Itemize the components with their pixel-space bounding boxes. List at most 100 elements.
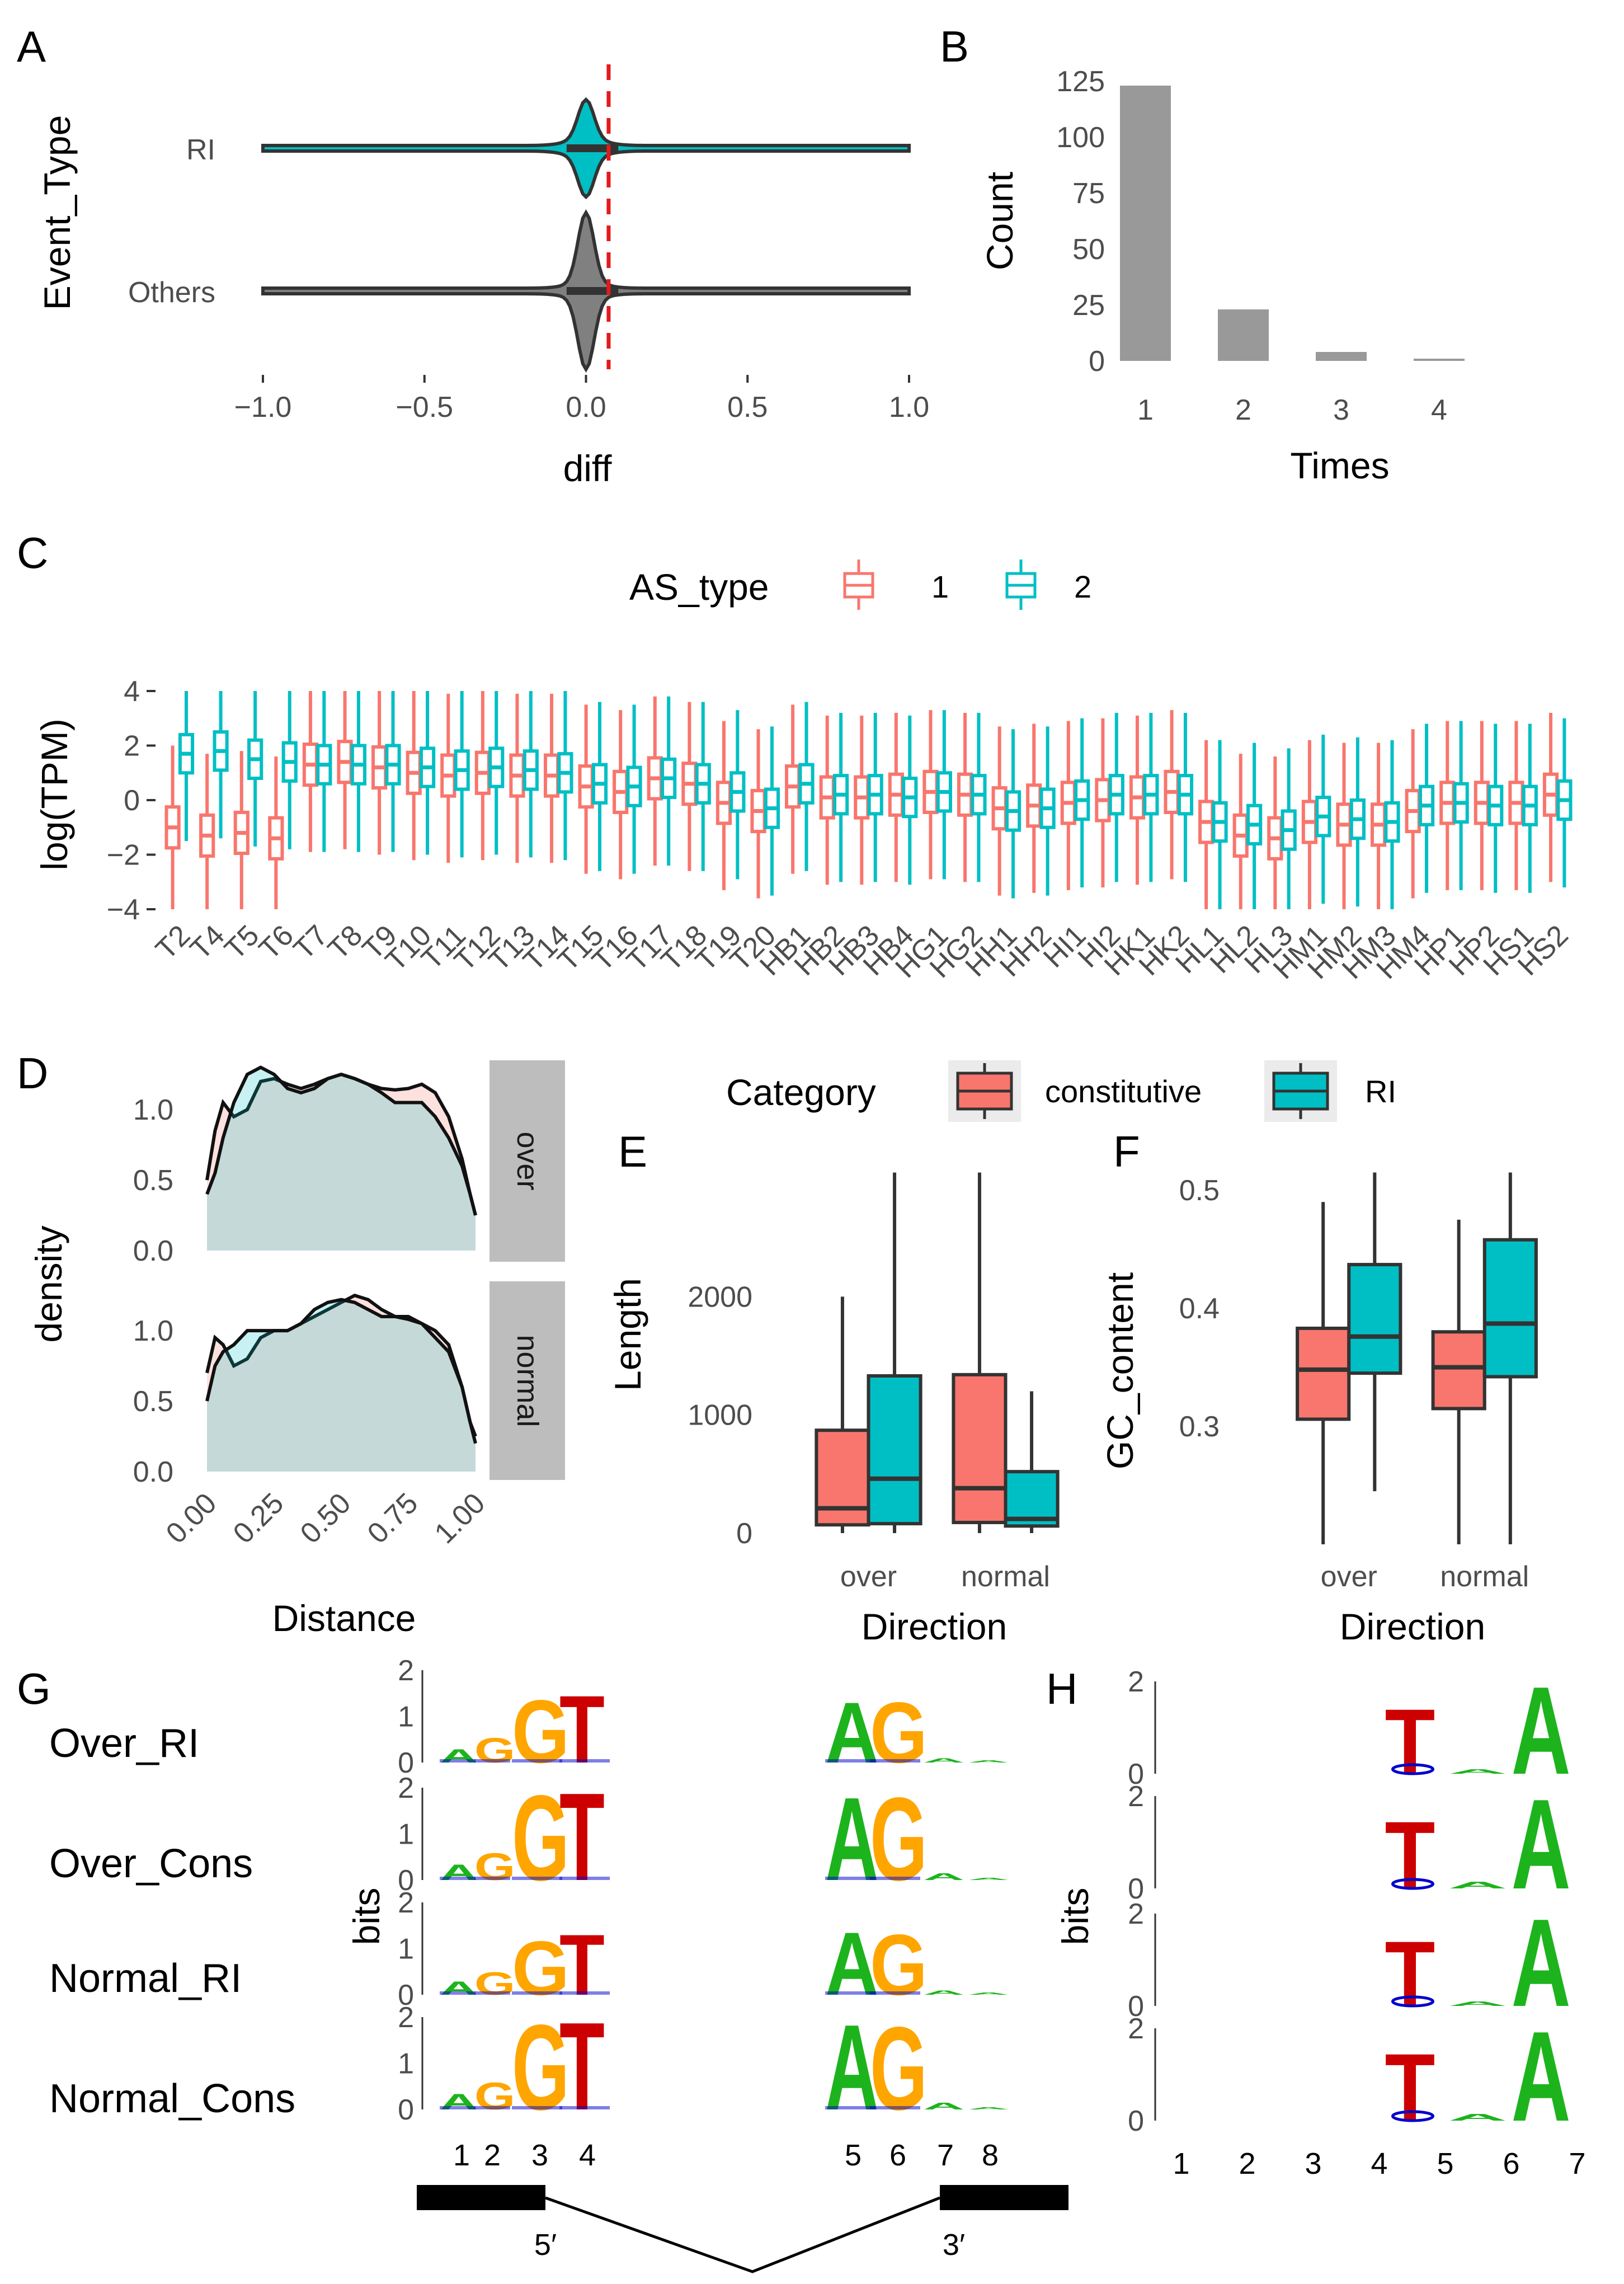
g-row-label-normal-cons: Normal_Cons <box>49 2076 295 2121</box>
g-position-label: 7 <box>937 2139 954 2172</box>
e-box-RI <box>867 1374 922 1526</box>
d-y-tick-label: 1.0 <box>133 1315 173 1347</box>
d-y-tick-label: 0.0 <box>133 1235 173 1267</box>
g-logo-minor <box>559 1759 610 1763</box>
d-y-axis-title: density <box>28 1225 69 1342</box>
g-logo-minor <box>440 1877 476 1880</box>
panel-e-boxplot: Length Direction 0 1000 2000 over normal <box>607 1172 1060 1647</box>
h-position-label: 5 <box>1437 2147 1453 2180</box>
h-logo-letter: A <box>1512 1893 1571 2033</box>
a-category-label-ri: RI <box>186 134 215 166</box>
f-y-tick-label: 0.5 <box>1179 1174 1220 1207</box>
g-y-axis-title: bits <box>346 1888 387 1945</box>
f-x-axis-title: Direction <box>1340 1606 1485 1647</box>
c-y-axis-title: log(TPM) <box>34 718 75 870</box>
d-strip-label-over: over <box>511 1131 544 1190</box>
b-x-axis-title: Times <box>1290 445 1389 486</box>
h-y-tick-label: 0 <box>1128 2105 1144 2137</box>
d-y-tick-label: 1.0 <box>133 1094 173 1126</box>
h-logo-letter: T <box>1385 1690 1435 1794</box>
h-logo-letter: A <box>1512 1661 1571 1801</box>
g-logo-minor <box>559 1991 610 1995</box>
h-logo-letter: A <box>1448 2000 1508 2008</box>
g-exon-right <box>940 2185 1068 2210</box>
g-logo-minor <box>440 1991 476 1995</box>
d-density-line-RI <box>205 1065 477 1216</box>
g-logo-letter: A <box>440 1977 478 1999</box>
panel-label-a: A <box>17 22 46 71</box>
a-violin-ri-box <box>566 144 619 152</box>
f-y-axis-title: GC_content <box>1099 1272 1141 1469</box>
panel-a-violin: RI Others Event_Type diff −1.0 −0.5 0.0 0.5… <box>36 64 929 489</box>
h-logo-minor <box>1391 1763 1434 1775</box>
h-position-label: 1 <box>1173 2147 1189 2180</box>
g-row-label-over-cons: Over_Cons <box>49 1841 253 1886</box>
g-logo-letter: A <box>923 1871 964 1882</box>
c-legend-label-1: 1 <box>931 569 949 604</box>
panel-b-bar: Count Times 0 25 50 75 100 125 1 2 3 4 <box>979 65 1465 486</box>
g-logo-minor <box>440 2106 476 2109</box>
a-x-tick-label: 0.0 <box>566 391 606 424</box>
g-y-tick-label: 0 <box>398 1979 414 2012</box>
g-position-label: 5 <box>845 2139 862 2172</box>
panel-label-e: E <box>618 1127 647 1176</box>
h-y-tick-label: 2 <box>1128 2013 1144 2045</box>
g-logo-letter: G <box>870 2003 928 2135</box>
b-y-tick-label: 100 <box>1056 121 1105 154</box>
b-x-tick-label: 4 <box>1431 394 1447 426</box>
ef-legend-title: Category <box>726 1071 876 1113</box>
d-y-tick-label: 0.5 <box>133 1164 173 1197</box>
g-logo-minor <box>474 1991 510 1995</box>
g-logo-minor <box>825 1877 875 1880</box>
b-y-tick-label: 0 <box>1089 345 1105 378</box>
g-y-tick-label: 1 <box>398 1701 414 1733</box>
g-logo-letter: A <box>825 1914 879 2014</box>
h-y-tick-label: 2 <box>1128 1780 1144 1813</box>
e-y-tick-label: 1000 <box>688 1399 752 1432</box>
c-y-tick-label: −2 <box>107 839 140 872</box>
h-y-tick-label: 0 <box>1128 1758 1144 1790</box>
panel-f-boxplot: GC_content Direction 0.3 0.4 0.5 over normal <box>1099 1172 1538 1647</box>
d-strip-over <box>489 1060 565 1262</box>
g-y-tick-label: 0 <box>398 1864 414 1897</box>
d-density-line-RI <box>205 1298 477 1444</box>
a-x-axis-title: diff <box>563 448 613 489</box>
c-y-tick-label: 4 <box>124 675 140 708</box>
g-position-label: 4 <box>579 2139 596 2172</box>
g-logo-minor <box>474 2106 510 2109</box>
g-logo-minor <box>512 1877 562 1880</box>
g-logo-letter: G <box>870 1684 928 1781</box>
b-y-tick-label: 75 <box>1072 177 1105 210</box>
f-box-constitutive <box>1296 1326 1351 1421</box>
g-position-label: 3 <box>531 2139 548 2172</box>
ef-legend-label-constitutive: constitutive <box>1045 1074 1202 1109</box>
g-logo-minor <box>870 1759 920 1763</box>
g-logo-letter: A <box>825 2000 879 2136</box>
h-position-label: 3 <box>1305 2147 1321 2180</box>
d-density-fill-constitutive <box>207 1295 476 1472</box>
h-position-label: 6 <box>1503 2147 1519 2180</box>
f-x-tick-label: normal <box>1440 1561 1529 1593</box>
h-logo-minor <box>1391 1878 1434 1890</box>
f-box-constitutive <box>1431 1330 1486 1411</box>
h-logo-letter: A <box>1512 2005 1571 2148</box>
f-box-RI <box>1347 1263 1402 1375</box>
panel-label-g: G <box>17 1664 51 1713</box>
g-logo-letter: A <box>968 1877 1009 1881</box>
h-position-label: 7 <box>1569 2147 1585 2180</box>
g-position-label: 2 <box>484 2139 501 2172</box>
h-logo-letter: T <box>1385 1923 1435 2026</box>
g-logo-minor <box>825 1759 875 1763</box>
d-density-fill-constitutive <box>207 1074 476 1251</box>
d-y-tick-label: 0.0 <box>133 1456 173 1488</box>
h-logo-letter: A <box>1448 2112 1508 2123</box>
e-x-tick-label: over <box>840 1561 897 1593</box>
g-logo-letter: A <box>440 1745 478 1766</box>
e-y-axis-title: Length <box>607 1278 648 1391</box>
a-violin-others-box <box>566 287 619 295</box>
c-legend-label-2: 2 <box>1074 569 1091 604</box>
panel-g-logos: Over_RI Over_Cons Normal_RI Normal_Cons … <box>49 1655 1068 2273</box>
g-logo-letter: G <box>474 2075 515 2118</box>
g-logo-letter: A <box>968 1992 1009 1995</box>
